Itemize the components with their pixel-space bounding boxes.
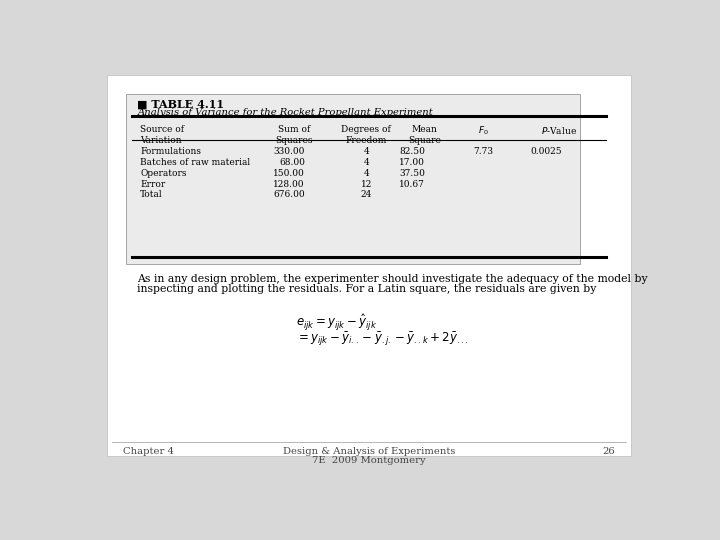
Text: Analysis of Variance for the Rocket Propellant Experiment: Analysis of Variance for the Rocket Prop… — [138, 108, 433, 117]
Text: Chapter 4: Chapter 4 — [124, 447, 174, 456]
Text: 4: 4 — [364, 147, 369, 156]
Text: $e_{ijk} = y_{ijk} - \hat{y}_{ijk}$: $e_{ijk} = y_{ijk} - \hat{y}_{ijk}$ — [297, 312, 377, 332]
Text: Design & Analysis of Experiments: Design & Analysis of Experiments — [283, 447, 455, 456]
Text: 7E  2009 Montgomery: 7E 2009 Montgomery — [312, 456, 426, 465]
Text: 150.00: 150.00 — [273, 168, 305, 178]
Text: 26: 26 — [602, 447, 615, 456]
Text: Formulations: Formulations — [140, 147, 201, 156]
Text: $= y_{ijk} - \bar{y}_{i..} - \bar{y}_{.j.} - \bar{y}_{..k} + 2\bar{y}_{...}$: $= y_{ijk} - \bar{y}_{i..} - \bar{y}_{.j… — [297, 330, 469, 348]
Text: Operators: Operators — [140, 168, 186, 178]
Text: Degrees of
Freedom: Degrees of Freedom — [341, 125, 391, 145]
Text: Sum of
Squares: Sum of Squares — [275, 125, 312, 145]
Text: 82.50: 82.50 — [399, 147, 425, 156]
Text: 330.00: 330.00 — [274, 147, 305, 156]
Text: 17.00: 17.00 — [399, 158, 425, 167]
Text: 128.00: 128.00 — [274, 180, 305, 188]
Text: 12: 12 — [361, 180, 372, 188]
Text: 676.00: 676.00 — [273, 190, 305, 199]
Text: Total: Total — [140, 190, 163, 199]
FancyBboxPatch shape — [126, 94, 580, 265]
Text: Batches of raw material: Batches of raw material — [140, 158, 251, 167]
Text: Error: Error — [140, 180, 166, 188]
Text: Source of
Variation: Source of Variation — [140, 125, 184, 145]
FancyBboxPatch shape — [107, 75, 631, 456]
Text: 37.50: 37.50 — [399, 168, 425, 178]
Text: $F_0$: $F_0$ — [478, 125, 489, 137]
Text: 4: 4 — [364, 158, 369, 167]
Text: Mean
Square: Mean Square — [408, 125, 441, 145]
Text: 0.0025: 0.0025 — [530, 147, 562, 156]
Text: ■ TABLE 4.11: ■ TABLE 4.11 — [138, 99, 225, 110]
Text: inspecting and plotting the residuals. For a Latin square, the residuals are giv: inspecting and plotting the residuals. F… — [138, 284, 597, 294]
Text: $P$-Value: $P$-Value — [541, 125, 577, 136]
Text: 10.67: 10.67 — [399, 180, 425, 188]
Text: 24: 24 — [361, 190, 372, 199]
Text: 68.00: 68.00 — [279, 158, 305, 167]
Text: 7.73: 7.73 — [473, 147, 493, 156]
Text: 4: 4 — [364, 168, 369, 178]
Text: As in any design problem, the experimenter should investigate the adequacy of th: As in any design problem, the experiment… — [138, 274, 648, 284]
